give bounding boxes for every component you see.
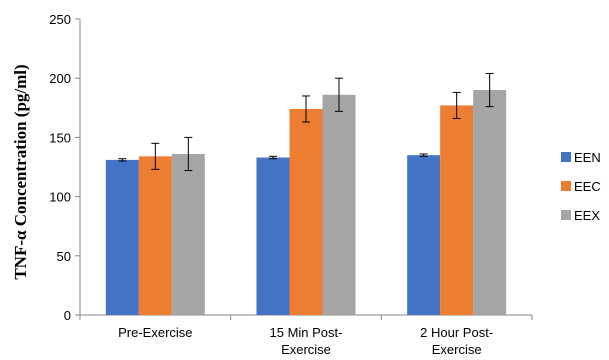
x-category-label: 2 Hour Post-Exercise bbox=[420, 325, 493, 357]
bar-eec-1 bbox=[289, 108, 323, 315]
y-tick-label: 150 bbox=[49, 130, 71, 145]
legend-label-een: EEN bbox=[574, 150, 601, 165]
y-tick-label: 100 bbox=[49, 190, 71, 205]
bar-een-1 bbox=[256, 157, 290, 315]
legend-label-eec: EEC bbox=[574, 179, 601, 194]
y-tick-label: 250 bbox=[49, 12, 71, 27]
bar-een-0 bbox=[105, 159, 139, 315]
bar-eec-2 bbox=[440, 105, 474, 315]
bar-eec-0 bbox=[138, 156, 172, 315]
x-category-label: Pre-Exercise bbox=[118, 325, 192, 340]
labels-layer: Pre-Exercise 15 Min Post-Exercise 2 Hour P… bbox=[118, 325, 493, 357]
bar-eex-2 bbox=[473, 90, 507, 315]
legend: EEN EEC EEX bbox=[561, 150, 601, 223]
legend-swatch-eex bbox=[561, 210, 571, 220]
bars-layer bbox=[105, 90, 507, 315]
bar-een-2 bbox=[407, 155, 441, 315]
legend-swatch-eec bbox=[561, 181, 571, 191]
y-tick-label: 0 bbox=[64, 308, 71, 323]
y-axis-label: TNF-α Concentration (pg/ml) bbox=[11, 64, 30, 279]
y-tick-label: 50 bbox=[57, 249, 71, 264]
bar-eex-1 bbox=[322, 94, 356, 315]
error-bars-layer bbox=[118, 72, 494, 172]
legend-label-eex: EEX bbox=[574, 208, 600, 223]
bar-eex-0 bbox=[171, 153, 205, 315]
x-category-label: 15 Min Post-Exercise bbox=[270, 325, 343, 357]
legend-swatch-een bbox=[561, 152, 571, 162]
y-tick-label: 200 bbox=[49, 71, 71, 86]
